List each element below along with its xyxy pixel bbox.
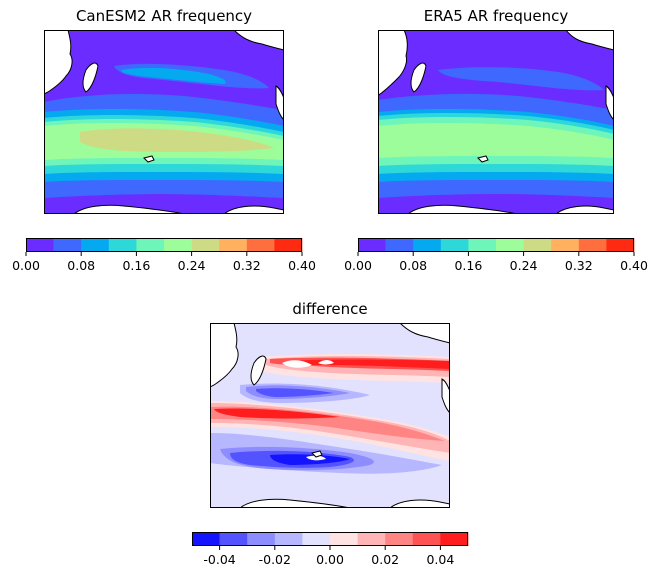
colorbar-frame [358, 238, 634, 252]
colorbar-tick-label: 0.00 [344, 258, 372, 273]
colorbar-swatch [192, 532, 220, 546]
colorbar-swatch [496, 238, 524, 252]
colorbar-tick-label: 0.00 [316, 552, 344, 567]
colorbar-tick-label: 0.32 [233, 258, 261, 273]
colorbar-tick-label: 0.40 [620, 258, 648, 273]
colorbar-swatch [219, 238, 248, 252]
colorbar-swatch [440, 238, 469, 252]
colorbar-swatch [330, 532, 358, 546]
colorbar-frame [192, 532, 468, 546]
colorbar-swatch [108, 238, 137, 252]
colorbar-swatch [523, 238, 552, 252]
panel-title-era5: ERA5 AR frequency [423, 7, 569, 25]
colorbar-swatch [274, 532, 303, 546]
colorbar-swatch [302, 532, 331, 546]
colorbar-swatch [413, 238, 442, 252]
colorbar-swatch [440, 532, 469, 546]
colorbar-tick-label: -0.02 [259, 552, 291, 567]
colorbar-tick-label: 0.32 [565, 258, 593, 273]
colorbar-swatch [274, 238, 303, 252]
colorbar-swatch [219, 532, 248, 546]
colorbar-frame [26, 238, 302, 252]
colorbar-swatch [53, 238, 82, 252]
colorbar-canesm2: 0.00 0.08 0.16 0.24 0.32 0.40 [12, 238, 316, 273]
colorbar-tick-label: 0.08 [399, 258, 427, 273]
colorbar-tick-label: 0.02 [371, 552, 399, 567]
colorbar-tick-label: 0.04 [426, 552, 454, 567]
colorbar-swatch [551, 238, 580, 252]
map-difference [210, 323, 450, 508]
colorbar-swatch [246, 238, 275, 252]
colorbar-swatch [357, 532, 386, 546]
colorbar-tick-label: 0.16 [122, 258, 150, 273]
colorbar-tick-label: 0.00 [12, 258, 40, 273]
colorbar-swatch [578, 238, 607, 252]
colorbar-tick-label: 0.16 [454, 258, 482, 273]
colorbar-swatch [468, 238, 497, 252]
colorbar-swatch [385, 532, 414, 546]
colorbar-tick-label: 0.40 [288, 258, 316, 273]
colorbar-swatch [358, 238, 386, 252]
colorbar-tick-label: -0.04 [203, 552, 235, 567]
colorbar-swatch [247, 532, 276, 546]
colorbar-difference: -0.04 -0.02 0.00 0.02 0.04 [192, 532, 469, 567]
colorbar-era5: 0.00 0.08 0.16 0.24 0.32 0.40 [344, 238, 648, 273]
colorbar-tick-label: 0.24 [178, 258, 206, 273]
panel-title-canesm2: CanESM2 AR frequency [75, 7, 253, 25]
map-era5 [378, 30, 614, 214]
colorbar-tick-label: 0.24 [510, 258, 538, 273]
colorbar-swatch [26, 238, 54, 252]
panel-title-difference: difference [292, 300, 368, 318]
colorbar-swatch [385, 238, 414, 252]
colorbar-swatch [606, 238, 635, 252]
colorbar-tick-label: 0.08 [67, 258, 95, 273]
colorbar-swatch [164, 238, 192, 252]
colorbar-swatch [412, 532, 441, 546]
colorbar-swatch [136, 238, 165, 252]
map-canesm2 [44, 30, 284, 214]
colorbar-swatch [81, 238, 110, 252]
colorbar-swatch [191, 238, 220, 252]
